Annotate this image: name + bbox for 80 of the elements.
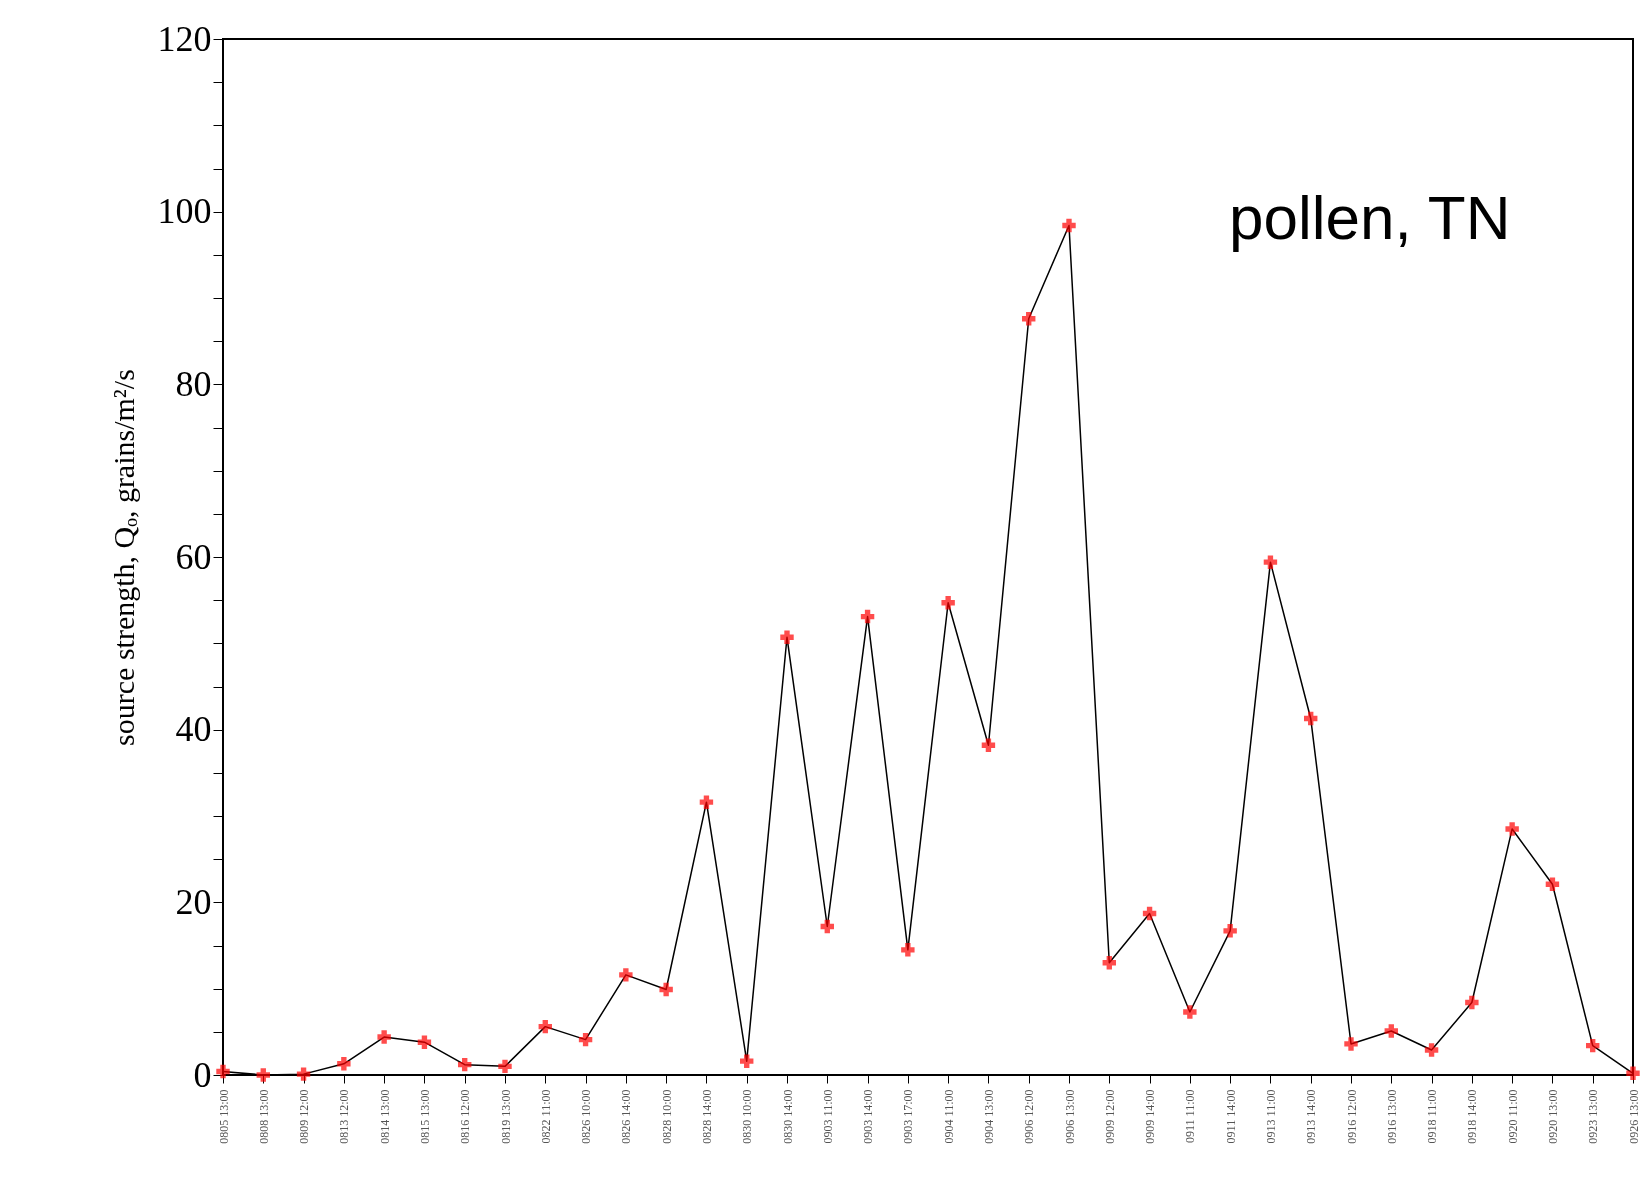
point	[578, 1032, 593, 1047]
x-tick-label: 0916 13:00	[1384, 1089, 1399, 1144]
point	[699, 795, 714, 809]
x-tick-label: 0903 14:00	[861, 1089, 876, 1144]
x-tick-label: 0814 13:00	[377, 1089, 392, 1144]
point	[1424, 1043, 1439, 1057]
y-tick-label: 100	[157, 191, 212, 232]
x-tick-label: 0906 13:00	[1062, 1089, 1077, 1144]
x-tick-label: 0903 11:00	[820, 1089, 835, 1144]
x-tick-label: 0805 13:00	[216, 1089, 231, 1144]
y-tick-label: 60	[175, 536, 212, 577]
x-tick-label: 0916 12:00	[1344, 1089, 1359, 1144]
x-tick-label: 0920 13:00	[1545, 1089, 1560, 1144]
x-tick-label: 0816 12:00	[458, 1089, 473, 1144]
point	[1062, 218, 1076, 233]
x-tick-label: 0808 13:00	[256, 1089, 271, 1144]
y-tick-label: 20	[175, 881, 212, 922]
x-tick-label: 0913 11:00	[1263, 1089, 1278, 1144]
x-tick-label: 0909 12:00	[1102, 1089, 1117, 1144]
y-axis-title: source strength, Qₒ, grains/m²/s	[106, 369, 140, 746]
x-tick-label: 0904 13:00	[981, 1089, 996, 1144]
y-tick-label: 40	[175, 709, 212, 750]
x-tick-label: 0826 14:00	[619, 1089, 634, 1144]
x-tick-label: 0913 14:00	[1304, 1089, 1319, 1144]
point	[1344, 1037, 1358, 1051]
point	[458, 1057, 472, 1072]
x-tick-label: 0826 10:00	[579, 1089, 594, 1144]
point	[1384, 1024, 1398, 1038]
point	[820, 919, 834, 934]
x-tick-label: 0920 11:00	[1505, 1089, 1520, 1144]
point	[1545, 877, 1560, 891]
point	[337, 1057, 351, 1071]
x-tick-label: 0926 13:00	[1626, 1089, 1641, 1144]
x-tick-label: 0909 14:00	[1143, 1089, 1158, 1144]
x-tick-label: 0830 10:00	[740, 1089, 755, 1144]
point	[1263, 555, 1278, 569]
x-tick-label: 0822 11:00	[538, 1089, 553, 1144]
point	[1304, 711, 1318, 726]
point	[1022, 312, 1036, 326]
y-tick-label: 80	[175, 363, 212, 404]
point	[941, 596, 955, 610]
x-tick-label: 0918 14:00	[1465, 1089, 1480, 1144]
point	[1183, 1005, 1197, 1019]
point	[1102, 956, 1116, 970]
x-tick-label: 0918 11:00	[1425, 1089, 1440, 1144]
x-tick-label: 0828 10:00	[659, 1089, 674, 1144]
x-tick-label: 0815 13:00	[417, 1089, 432, 1144]
x-tick-label: 0906 12:00	[1022, 1089, 1037, 1144]
x-tick-label: 0904 11:00	[941, 1089, 956, 1144]
x-tick-label: 0828 14:00	[699, 1089, 714, 1144]
point	[1586, 1038, 1600, 1053]
point	[1626, 1066, 1640, 1080]
point	[1142, 906, 1157, 921]
point	[256, 1068, 270, 1082]
point	[377, 1030, 391, 1044]
point	[498, 1059, 512, 1074]
point	[659, 982, 673, 997]
x-tick-label: 0903 17:00	[901, 1089, 916, 1144]
x-tick-label: 0923 13:00	[1586, 1089, 1601, 1144]
point	[860, 609, 875, 624]
point	[981, 738, 996, 752]
point	[740, 1054, 754, 1068]
point	[780, 630, 794, 644]
y-tick-label: 0	[193, 1054, 212, 1095]
annotation: pollen, TN	[1229, 183, 1511, 252]
x-tick-label: 0809 12:00	[297, 1089, 312, 1144]
point	[619, 968, 633, 982]
x-tick-label: 0911 14:00	[1223, 1089, 1238, 1144]
point	[538, 1019, 552, 1034]
point	[901, 943, 915, 957]
x-tick-label: 0830 14:00	[780, 1089, 795, 1144]
x-tick-label: 0911 11:00	[1183, 1089, 1198, 1143]
point	[1223, 924, 1237, 938]
point	[1465, 995, 1479, 1010]
point	[1505, 822, 1519, 836]
x-tick-label: 0819 13:00	[498, 1089, 513, 1144]
point	[296, 1067, 311, 1081]
point	[417, 1035, 432, 1049]
y-tick-label: 120	[157, 18, 212, 59]
x-tick-label: 0813 12:00	[337, 1089, 352, 1144]
